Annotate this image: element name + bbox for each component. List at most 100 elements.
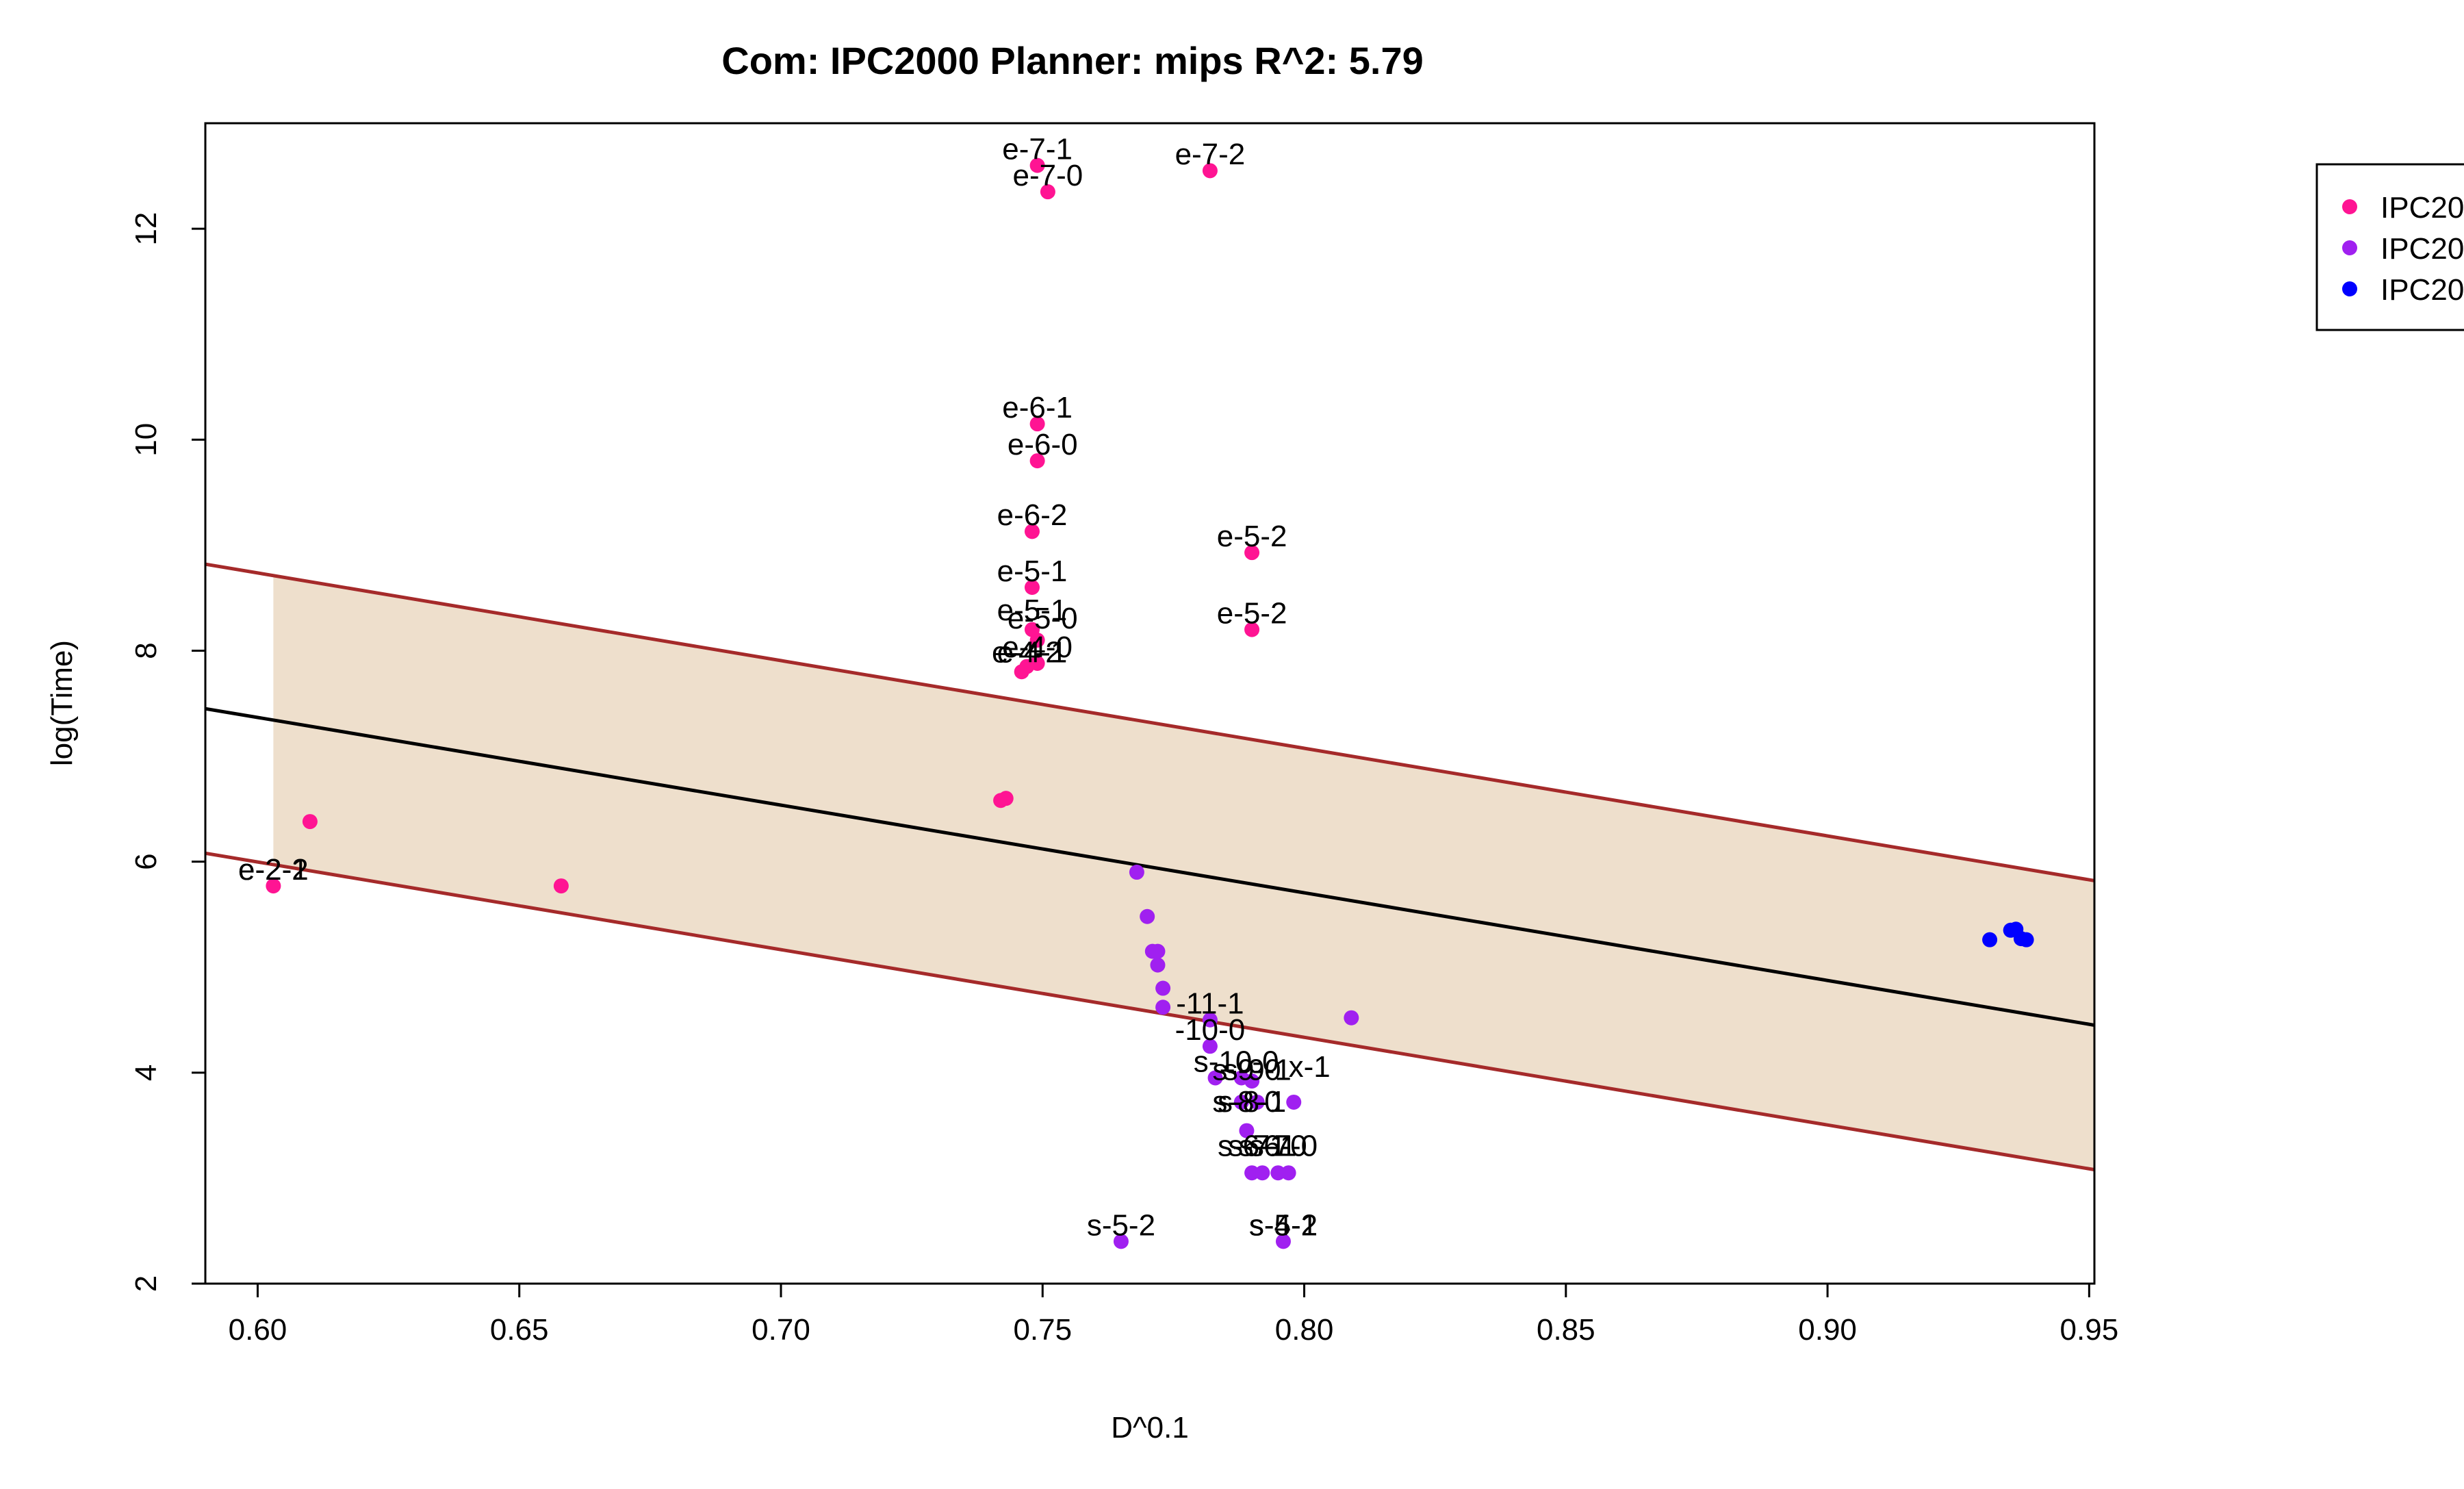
data-point-s2	[1275, 1234, 1291, 1249]
point-label: e-7-1	[1002, 133, 1073, 166]
point-label: e-6-0	[1008, 428, 1078, 461]
point-label: e-4-1	[997, 636, 1068, 670]
point-labels: e-7-1e-7-0 e-7-2 e-6-1 e-6-0 e-6-2 e-5-2 e-5-1…	[238, 133, 1331, 1243]
data-point-s2	[1244, 1165, 1260, 1181]
data-point-s1	[1244, 622, 1260, 637]
data-point-s1	[1029, 157, 1045, 173]
data-point-s3	[1982, 932, 1998, 947]
data-point-s1	[1024, 580, 1040, 595]
y-tick-label: 6	[129, 853, 163, 869]
data-point-s1	[1244, 545, 1260, 561]
point-label: e-5-2	[1217, 520, 1287, 553]
point-label: e-5-1	[997, 555, 1068, 588]
point-label: s-5-1	[1249, 1208, 1318, 1242]
x-axis: 0.60 0.65 0.70 0.75 0.80 0.85 0.90 0.95	[229, 1282, 2119, 1347]
data-point-s2	[1270, 1165, 1286, 1181]
data-point-s1	[1040, 184, 1055, 200]
legend-box	[2315, 163, 2464, 331]
data-point-s2	[1255, 1165, 1270, 1181]
data-point-s1	[1014, 664, 1029, 680]
data-point-s1	[1202, 163, 1218, 179]
point-label: e-6-1	[1002, 391, 1073, 424]
x-tick-label: 0.90	[1798, 1313, 1857, 1347]
y-tick-label: 2	[129, 1275, 163, 1292]
data-point-s1	[302, 814, 318, 830]
data-point-s2	[1233, 1094, 1249, 1110]
data-point-s1	[266, 878, 281, 894]
x-tick-label: 0.95	[2060, 1313, 2119, 1347]
legend-marker	[2342, 240, 2357, 255]
data-point-s2	[1344, 1010, 1359, 1026]
point-label: e-6-2	[997, 498, 1068, 532]
lower-bound-line	[205, 851, 2094, 1172]
point-label: e-7-2	[1175, 138, 1246, 171]
point-label: s-8-0	[1212, 1085, 1281, 1119]
data-point-s2	[1286, 1094, 1302, 1110]
y-tick-label: 8	[129, 642, 163, 659]
data-point-s2	[1202, 1012, 1218, 1028]
regression-lines	[205, 562, 2094, 1172]
x-tick-label: 0.70	[752, 1313, 810, 1347]
data-point-s2	[1207, 1070, 1223, 1086]
legend-label: IPC20	[2380, 232, 2464, 266]
point-label: e-5-1	[997, 594, 1068, 627]
x-tick-label: 0.75	[1013, 1313, 1072, 1347]
x-tick-label: 0.80	[1275, 1313, 1334, 1347]
x-axis-label: D^0.1	[1111, 1411, 1189, 1445]
point-label: s-6-0	[1239, 1130, 1307, 1163]
data-point-s2	[1140, 908, 1155, 924]
point-label: -11-1	[1176, 987, 1244, 1021]
y-axis: 2 4 6 8 10 12	[129, 212, 207, 1292]
point-label: e-4-0	[1002, 631, 1073, 664]
plot-content: e-7-1e-7-0 e-7-2 e-6-1 e-6-0 e-6-2 e-5-2 e-5-1…	[205, 133, 2094, 1249]
data-point-s2	[1155, 980, 1171, 996]
point-label: s-9-1	[1223, 1054, 1292, 1087]
data-point-s1	[1029, 416, 1045, 432]
data-point-s1	[1024, 524, 1040, 539]
data-point-s2	[1155, 1000, 1171, 1015]
legend-label: IPC20	[2380, 273, 2464, 307]
legend-marker	[2342, 199, 2357, 214]
y-tick-label: 10	[129, 423, 163, 457]
data-point-s2	[1244, 1073, 1260, 1089]
data-point-s2	[1202, 1039, 1218, 1054]
data-point-s2	[1281, 1165, 1296, 1181]
y-tick-label: 4	[129, 1065, 163, 1081]
data-point-s2	[1249, 1094, 1265, 1110]
point-label: s-7-0	[1249, 1130, 1318, 1163]
data-point-s1	[553, 878, 569, 894]
point-label: e-7-0	[1013, 159, 1083, 192]
point-label: e-2-2	[238, 853, 309, 887]
data-point-s1	[1029, 453, 1045, 469]
point-label: s-6-1	[1218, 1130, 1286, 1163]
data-point-s1	[998, 791, 1014, 806]
x-tick-label: 0.85	[1537, 1313, 1595, 1347]
point-label: e-4-2	[992, 636, 1062, 670]
data-point-s2	[1150, 943, 1166, 959]
point-label: e-5-0	[1008, 602, 1078, 635]
legend-label: IPC20	[2380, 191, 2464, 225]
point-label: s-9-0	[1212, 1054, 1281, 1087]
legend-marker	[2342, 281, 2357, 296]
point-label: s-4-2	[1249, 1208, 1318, 1242]
chart-title: Com: IPC2000 Planner: mips R^2: 5.79	[721, 39, 1424, 82]
point-label: x-1	[1289, 1050, 1331, 1084]
point-label: s-8-1	[1218, 1085, 1286, 1119]
x-tick-label: 0.65	[490, 1313, 549, 1347]
point-label: -10-0	[1175, 1013, 1246, 1047]
data-point-s2	[1150, 957, 1166, 973]
point-label: s-10-0	[1194, 1045, 1279, 1078]
data-point-s2	[1113, 1234, 1129, 1249]
legend: IPC20 IPC20 IPC20	[2315, 163, 2464, 331]
y-axis-label: log(Time)	[45, 640, 79, 766]
data-points	[266, 157, 2034, 1249]
point-label: s-5-2	[1087, 1208, 1155, 1242]
point-label: s-7-1	[1228, 1130, 1296, 1163]
data-point-s2	[1239, 1123, 1255, 1138]
data-point-s3	[2018, 932, 2034, 947]
x-tick-label: 0.60	[229, 1313, 287, 1347]
data-point-s2	[1129, 865, 1144, 880]
upper-bound-line	[205, 562, 2094, 882]
y-tick-label: 12	[129, 212, 163, 246]
